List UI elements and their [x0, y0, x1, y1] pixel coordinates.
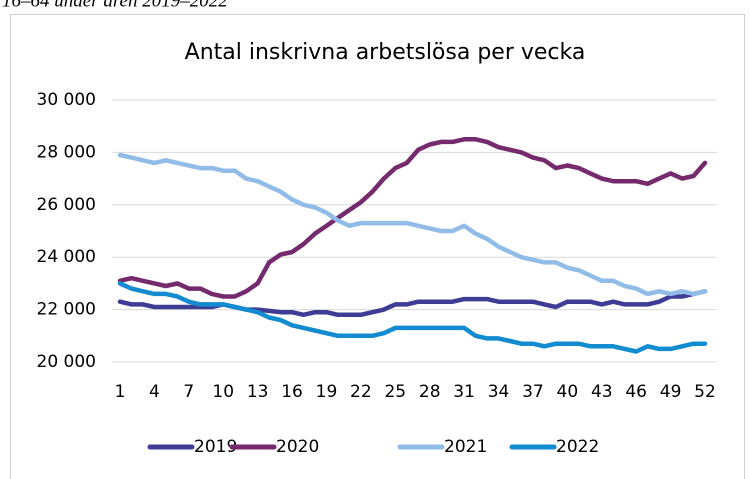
x-tick-label: 22 — [350, 382, 372, 402]
x-tick-label: 1 — [115, 382, 126, 402]
x-tick-label: 34 — [488, 382, 510, 402]
x-tick-label: 43 — [591, 382, 613, 402]
chart-frame — [10, 14, 745, 479]
y-tick-label: 26 000 — [37, 195, 96, 215]
x-tick-label: 25 — [384, 382, 406, 402]
caption: 16–64 under åren 2019–2022 — [2, 0, 228, 11]
series-line — [117, 152, 708, 297]
legend-label: 2019 — [194, 437, 237, 457]
legend-label: 2022 — [556, 437, 599, 457]
x-tick-label: 37 — [522, 382, 544, 402]
legend-label: 2020 — [276, 437, 319, 457]
y-tick-label: 22 000 — [37, 300, 96, 320]
series-line — [117, 281, 708, 354]
x-tick-label: 40 — [557, 382, 579, 402]
x-tick-label: 7 — [183, 382, 194, 402]
x-tick-label: 10 — [212, 382, 234, 402]
x-tick-label: 4 — [149, 382, 160, 402]
y-tick-label: 28 000 — [37, 142, 96, 162]
y-tick-label: 24 000 — [37, 247, 96, 267]
y-tick-label: 30 000 — [37, 90, 96, 110]
x-tick-label: 52 — [694, 382, 716, 402]
x-tick-label: 31 — [453, 382, 475, 402]
chart-title: Antal inskrivna arbetslösa per vecka — [185, 40, 586, 65]
x-tick-label: 28 — [419, 382, 441, 402]
y-tick-label: 20 000 — [37, 352, 96, 372]
x-tick-label: 49 — [660, 382, 682, 402]
legend-label: 2021 — [444, 437, 487, 457]
x-tick-label: 16 — [281, 382, 303, 402]
x-tick-label: 19 — [316, 382, 338, 402]
series-line — [117, 137, 708, 299]
x-tick-label: 46 — [625, 382, 647, 402]
x-tick-label: 13 — [247, 382, 269, 402]
